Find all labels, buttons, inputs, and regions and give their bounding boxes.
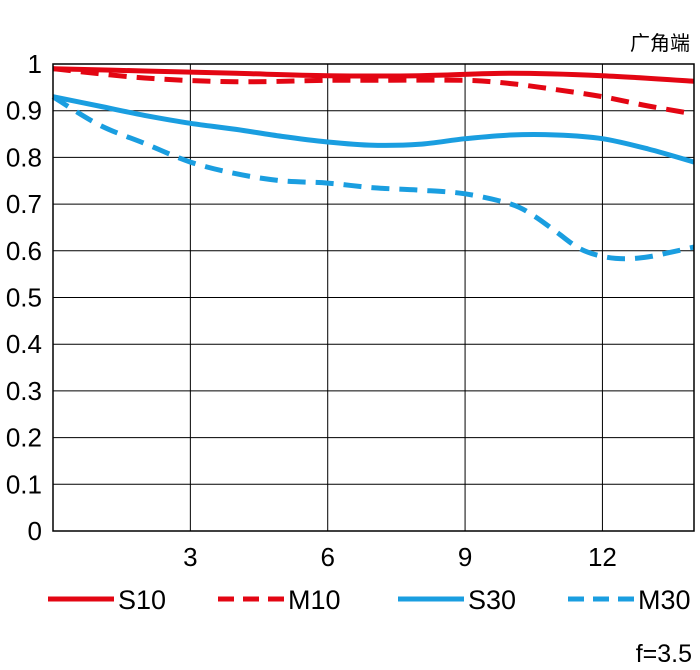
x-tick-label: 3 — [183, 542, 197, 572]
y-tick-label: 0.8 — [6, 142, 42, 172]
x-tick-label: 6 — [320, 542, 334, 572]
legend: S10 M10 S30 M30 — [48, 585, 691, 615]
y-tick-label: 0.5 — [6, 283, 42, 313]
y-tick-label: 0 — [28, 516, 42, 546]
x-tick-label: 12 — [588, 542, 617, 572]
plot-frame — [52, 63, 695, 532]
y-tick-label: 0.3 — [6, 376, 42, 406]
y-tick-label: 0.7 — [6, 189, 42, 219]
legend-label-m30: M30 — [638, 585, 691, 615]
y-tick-labels: 0 0.1 0.2 0.3 0.4 0.5 0.6 0.7 0.8 0.9 1 — [6, 49, 42, 546]
legend-label-m10: M10 — [288, 585, 341, 615]
x-tick-label: 9 — [458, 542, 472, 572]
x-tick-labels: 3 6 9 12 — [183, 542, 617, 572]
y-tick-label: 0.4 — [6, 329, 42, 359]
chart-title: 广角端 — [630, 31, 690, 55]
y-tick-label: 1 — [28, 49, 42, 79]
series-lines — [51, 66, 695, 262]
series-line-s30 — [52, 94, 695, 165]
y-tick-label: 0.2 — [6, 423, 42, 453]
aperture-note: f=3.5 — [636, 640, 692, 668]
grid-lines — [53, 63, 694, 532]
series-line-m30 — [51, 94, 695, 262]
y-tick-label: 0.6 — [6, 236, 42, 266]
y-tick-label: 0.9 — [6, 96, 42, 126]
y-tick-label: 0.1 — [6, 469, 42, 499]
legend-label-s30: S30 — [468, 585, 516, 615]
legend-label-s10: S10 — [118, 585, 166, 615]
series-line-s10 — [52, 66, 695, 84]
